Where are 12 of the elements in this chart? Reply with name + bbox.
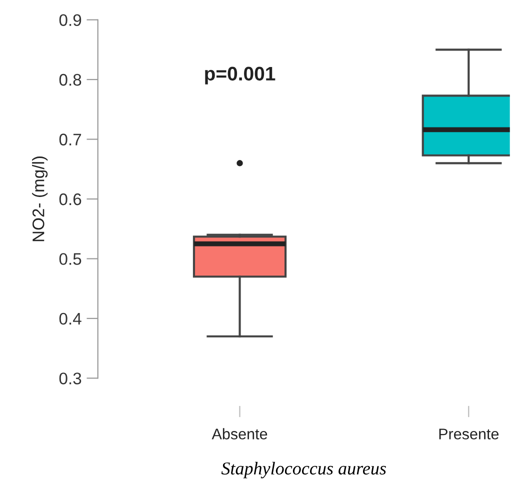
- y-tick-label: 0.4: [59, 312, 82, 325]
- y-tick-label: 0.3: [59, 372, 82, 384]
- y-axis-title: NO2- (mg/l): [32, 156, 48, 242]
- y-tick-label: 0.6: [59, 193, 82, 206]
- y-tick-label: 0.7: [59, 134, 82, 146]
- y-tick-label: 0.5: [59, 253, 82, 265]
- x-axis-title: Staphylococcus aureus: [221, 462, 386, 478]
- annotation: p=0.001: [205, 66, 276, 84]
- y-tick-label: 0.8: [59, 74, 82, 86]
- y-tick-label: 0.9: [59, 14, 82, 26]
- x-tick-label: Presente: [439, 428, 499, 440]
- x-tick-label: Absente: [212, 428, 268, 440]
